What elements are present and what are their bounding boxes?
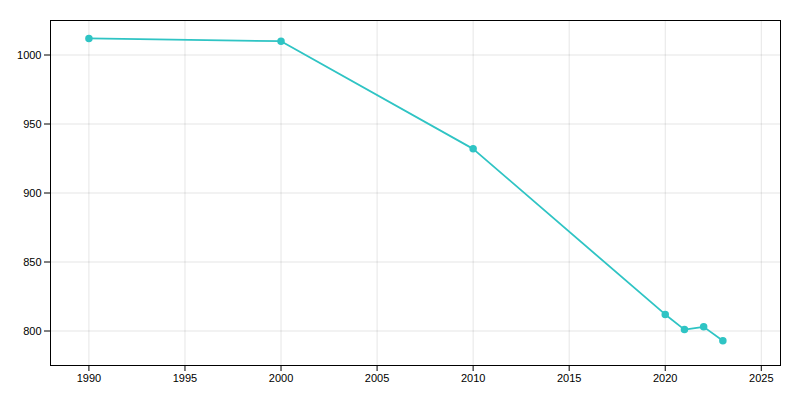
svg-text:950: 950 [23, 118, 41, 130]
svg-text:1995: 1995 [173, 372, 197, 384]
svg-text:900: 900 [23, 187, 41, 199]
svg-text:800: 800 [23, 325, 41, 337]
svg-text:1990: 1990 [77, 372, 101, 384]
svg-text:2020: 2020 [653, 372, 677, 384]
svg-text:2005: 2005 [365, 372, 389, 384]
svg-text:2000: 2000 [269, 372, 293, 384]
svg-text:850: 850 [23, 256, 41, 268]
svg-text:1000: 1000 [17, 49, 41, 61]
svg-text:2015: 2015 [557, 372, 581, 384]
svg-text:2025: 2025 [749, 372, 773, 384]
svg-text:2010: 2010 [461, 372, 485, 384]
